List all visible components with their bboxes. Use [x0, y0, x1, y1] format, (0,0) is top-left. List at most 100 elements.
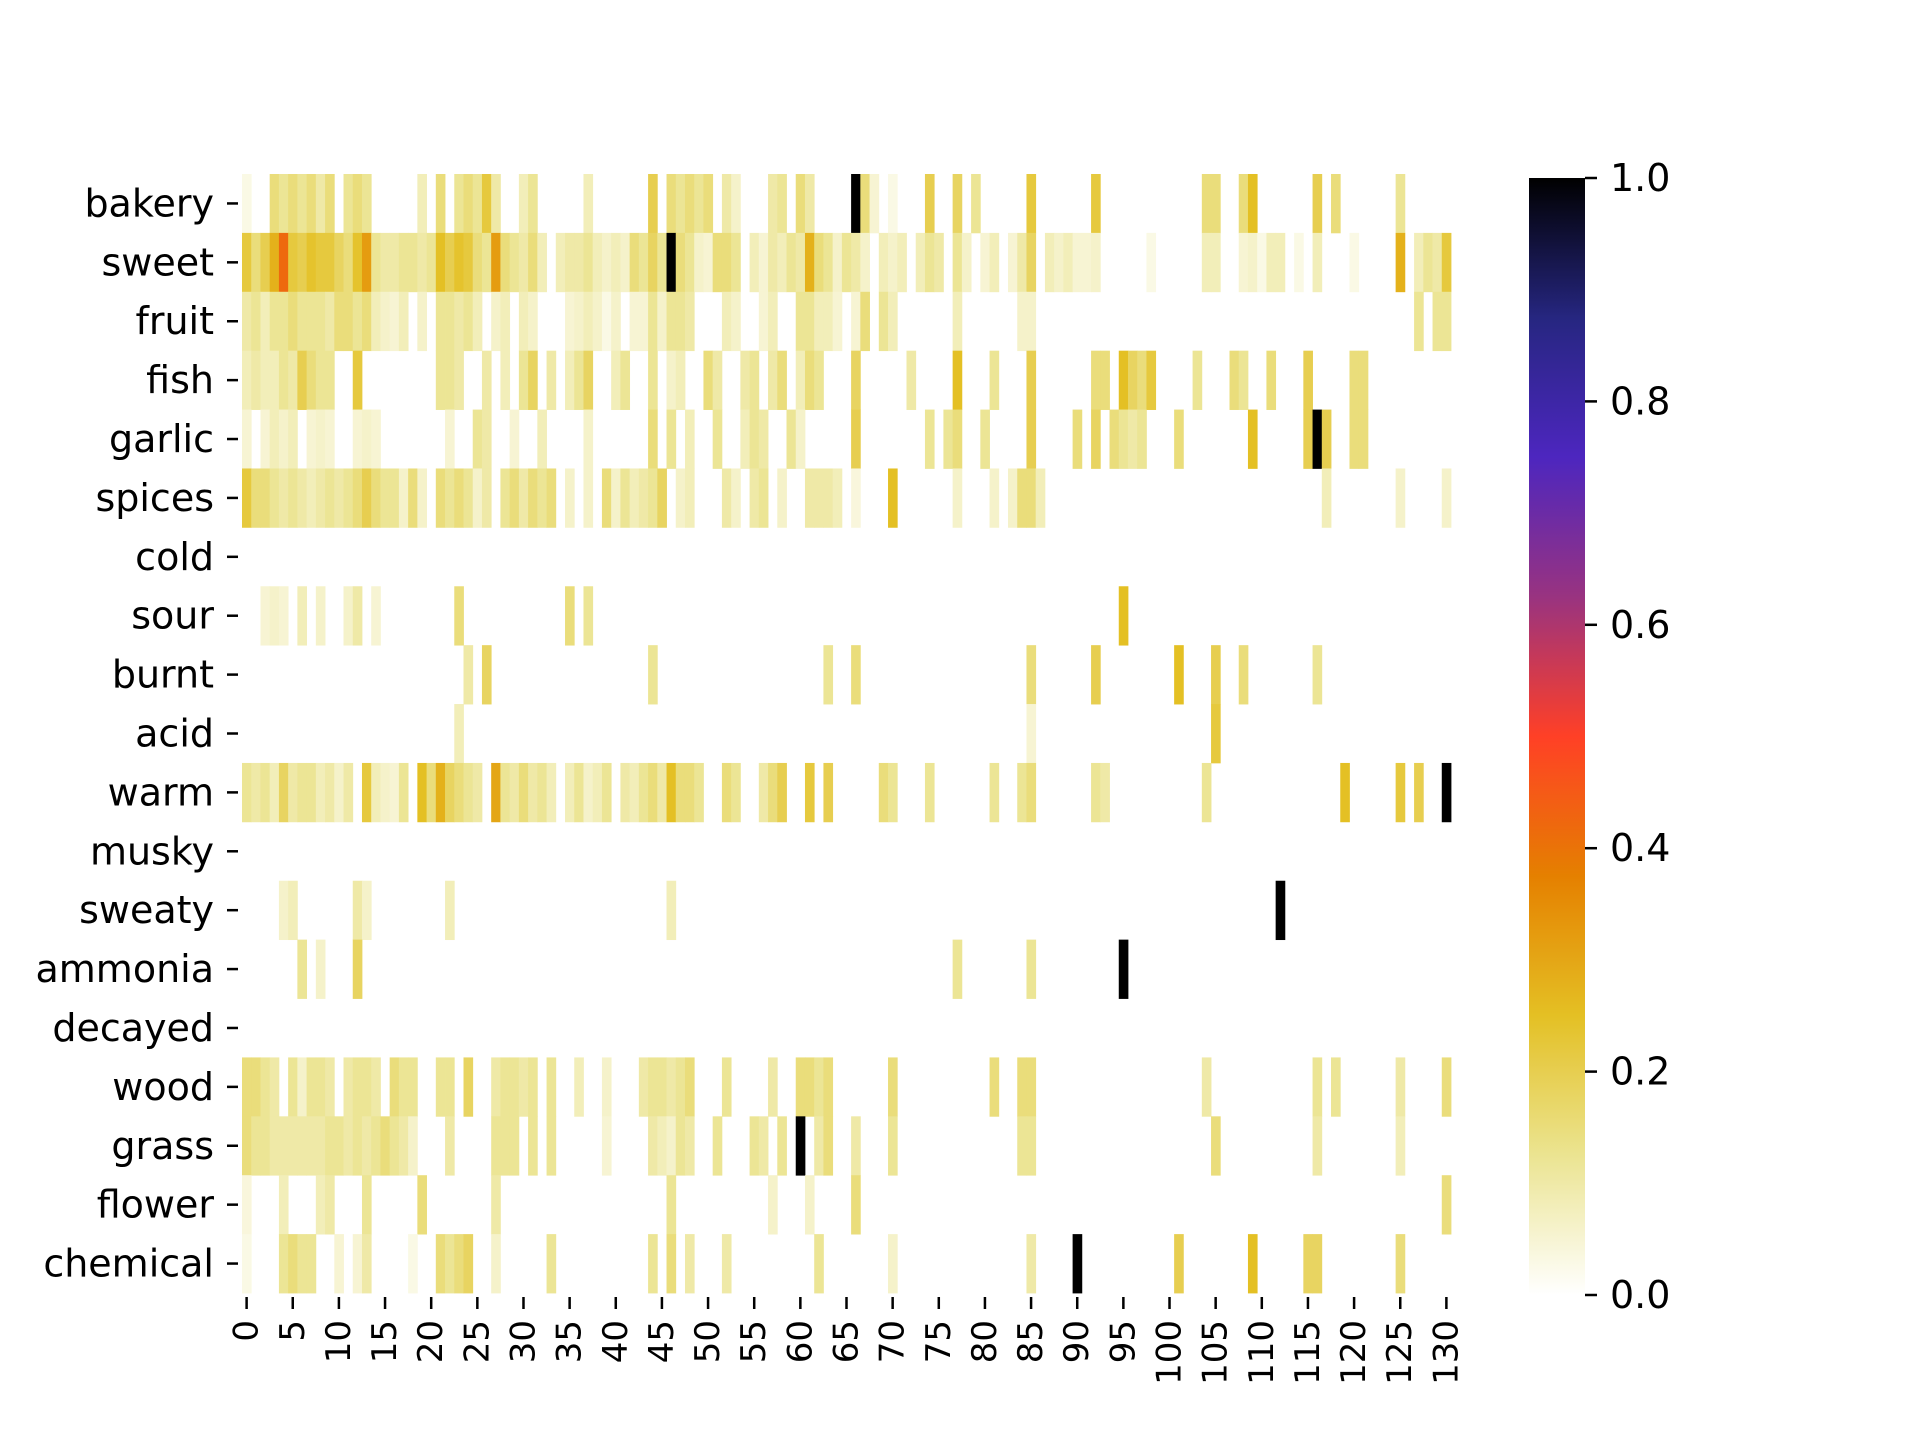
heatmap-cell-bakery-4 — [278, 174, 289, 234]
heatmap-cell-wood-6 — [297, 1057, 307, 1117]
heatmap-cell-spices-29 — [509, 468, 520, 528]
heatmap-cell-fish-66 — [851, 350, 861, 410]
heatmap-cell-bakery-31 — [528, 174, 538, 234]
heatmap-cell-fruit-52 — [721, 291, 732, 352]
heatmap-cell-garlic-121 — [1358, 409, 1369, 469]
heatmap-cell-sweet-21 — [435, 232, 446, 293]
x-tick-label: 5 — [273, 1320, 313, 1342]
heatmap-cell-sweet-30 — [518, 232, 529, 293]
heatmap-cell-fish-2 — [260, 350, 271, 410]
heatmap-cell-warm-8 — [315, 762, 326, 823]
heatmap-cell-sweet-14 — [371, 232, 381, 293]
heatmap-cell-spices-4 — [278, 468, 289, 528]
heatmap-cell-warm-22 — [445, 762, 455, 823]
heatmap-cell-spices-45 — [657, 468, 667, 528]
heatmap-cell-spices-55 — [749, 468, 760, 528]
heatmap-cell-grass-84 — [1017, 1116, 1027, 1176]
heatmap-cell-fish-108 — [1238, 350, 1249, 410]
heatmap-cell-burnt-105 — [1211, 645, 1221, 705]
heatmap-cell-fruit-37 — [583, 291, 594, 352]
heatmap-cell-grass-6 — [297, 1116, 307, 1176]
heatmap-cell-wood-5 — [288, 1057, 298, 1117]
heatmap-cell-warm-2 — [260, 762, 271, 823]
y-tick-label: bakery — [84, 181, 214, 225]
heatmap-cell-fruit-84 — [1017, 291, 1027, 352]
heatmap-cell-warm-39 — [601, 762, 612, 823]
heatmap-cell-garlic-96 — [1127, 409, 1138, 469]
y-tick-label: cold — [135, 535, 214, 579]
heatmap-cell-fish-5 — [288, 350, 298, 410]
heatmap-cell-sweet-78 — [961, 232, 972, 293]
heatmap-cell-grass-47 — [675, 1116, 686, 1176]
heatmap-cell-spices-83 — [1008, 468, 1018, 528]
heatmap-cell-spices-81 — [989, 468, 1000, 528]
heatmap-cell-sweet-7 — [306, 232, 317, 293]
heatmap-cell-spices-56 — [758, 468, 769, 528]
heatmap-cell-spices-32 — [537, 468, 547, 528]
heatmap-cell-grass-10 — [334, 1116, 344, 1176]
heatmap-cell-warm-10 — [334, 762, 344, 823]
x-tick-label: 85 — [1011, 1320, 1051, 1363]
heatmap-cell-fish-72 — [906, 350, 917, 410]
heatmap-cell-flower-9 — [325, 1175, 335, 1235]
heatmap-cell-wood-28 — [500, 1057, 511, 1117]
heatmap-cell-garlic-60 — [795, 409, 806, 469]
heatmap-cell-garlic-94 — [1109, 409, 1120, 469]
heatmap-cell-fish-44 — [648, 350, 658, 410]
heatmap-cell-fish-60 — [795, 350, 806, 410]
heatmap-cell-ammonia-8 — [315, 939, 326, 999]
heatmap-cell-sweet-4 — [278, 232, 289, 293]
heatmap-cell-bakery-9 — [325, 174, 335, 234]
y-tick-label: ammonia — [36, 947, 215, 991]
heatmap-cell-sweet-69 — [878, 232, 889, 293]
heatmap-cell-warm-3 — [269, 762, 280, 823]
heatmap-cell-grass-39 — [601, 1116, 612, 1176]
heatmap-cell-fruit-24 — [463, 291, 474, 352]
heatmap-cell-chemical-4 — [278, 1234, 289, 1294]
heatmap-cell-bakery-46 — [666, 174, 677, 234]
x-tick-label: 115 — [1288, 1320, 1328, 1385]
heatmap-cell-sweet-49 — [694, 232, 704, 293]
heatmap-cell-spices-86 — [1035, 468, 1046, 528]
heatmap-cell-bakery-26 — [481, 174, 492, 234]
heatmap-cell-flower-4 — [278, 1175, 289, 1235]
heatmap-cell-sweet-59 — [786, 232, 797, 293]
heatmap-cell-fish-93 — [1100, 350, 1110, 410]
heatmap-cell-warm-28 — [500, 762, 511, 823]
heatmap-cell-spices-39 — [601, 468, 612, 528]
heatmap-cell-garlic-37 — [583, 409, 594, 469]
heatmap-cell-bakery-6 — [297, 174, 307, 234]
heatmap-cell-spices-37 — [583, 468, 594, 528]
heatmap-cell-bakery-52 — [721, 174, 732, 234]
heatmap-cell-warm-63 — [823, 762, 834, 823]
heatmap-cell-spices-48 — [684, 468, 695, 528]
heatmap-cell-spices-61 — [804, 468, 815, 528]
heatmap-cell-sweet-23 — [454, 232, 464, 293]
heatmap-cell-wood-62 — [814, 1057, 824, 1117]
heatmap-cell-wood-24 — [463, 1057, 474, 1117]
heatmap-cell-bakery-60 — [795, 174, 806, 234]
heatmap-cell-warm-53 — [731, 762, 741, 823]
heatmap-cell-grass-14 — [371, 1116, 381, 1176]
heatmap-cell-bakery-19 — [417, 174, 427, 234]
heatmap-cell-grass-44 — [648, 1116, 658, 1176]
colorbar-tick-label: 0.0 — [1610, 1273, 1670, 1317]
heatmap-cell-fish-58 — [777, 350, 787, 410]
x-tick-label: 110 — [1242, 1320, 1282, 1385]
heatmap-cell-spices-23 — [454, 468, 464, 528]
heatmap-cell-warm-85 — [1026, 762, 1037, 823]
heatmap-cell-sweet-120 — [1349, 232, 1360, 293]
heatmap-cell-sour-11 — [343, 586, 354, 646]
heatmap-cell-sweet-27 — [491, 232, 501, 293]
heatmap-cell-fruit-46 — [666, 291, 677, 352]
heatmap-cell-warm-19 — [417, 762, 427, 823]
heatmap-cell-spices-18 — [408, 468, 418, 528]
heatmap-cell-spices-62 — [814, 468, 824, 528]
heatmap-cell-grass-125 — [1395, 1116, 1406, 1176]
heatmap-cell-sweaty-13 — [361, 880, 372, 941]
colorbar-ticks: 0.0 0.2 0.4 0.6 0.8 1.0 — [1585, 156, 1670, 1317]
heatmap-cell-garlic-92 — [1091, 409, 1101, 469]
heatmap-cell-grass-17 — [398, 1116, 409, 1176]
heatmap-cell-sweet-32 — [537, 232, 547, 293]
